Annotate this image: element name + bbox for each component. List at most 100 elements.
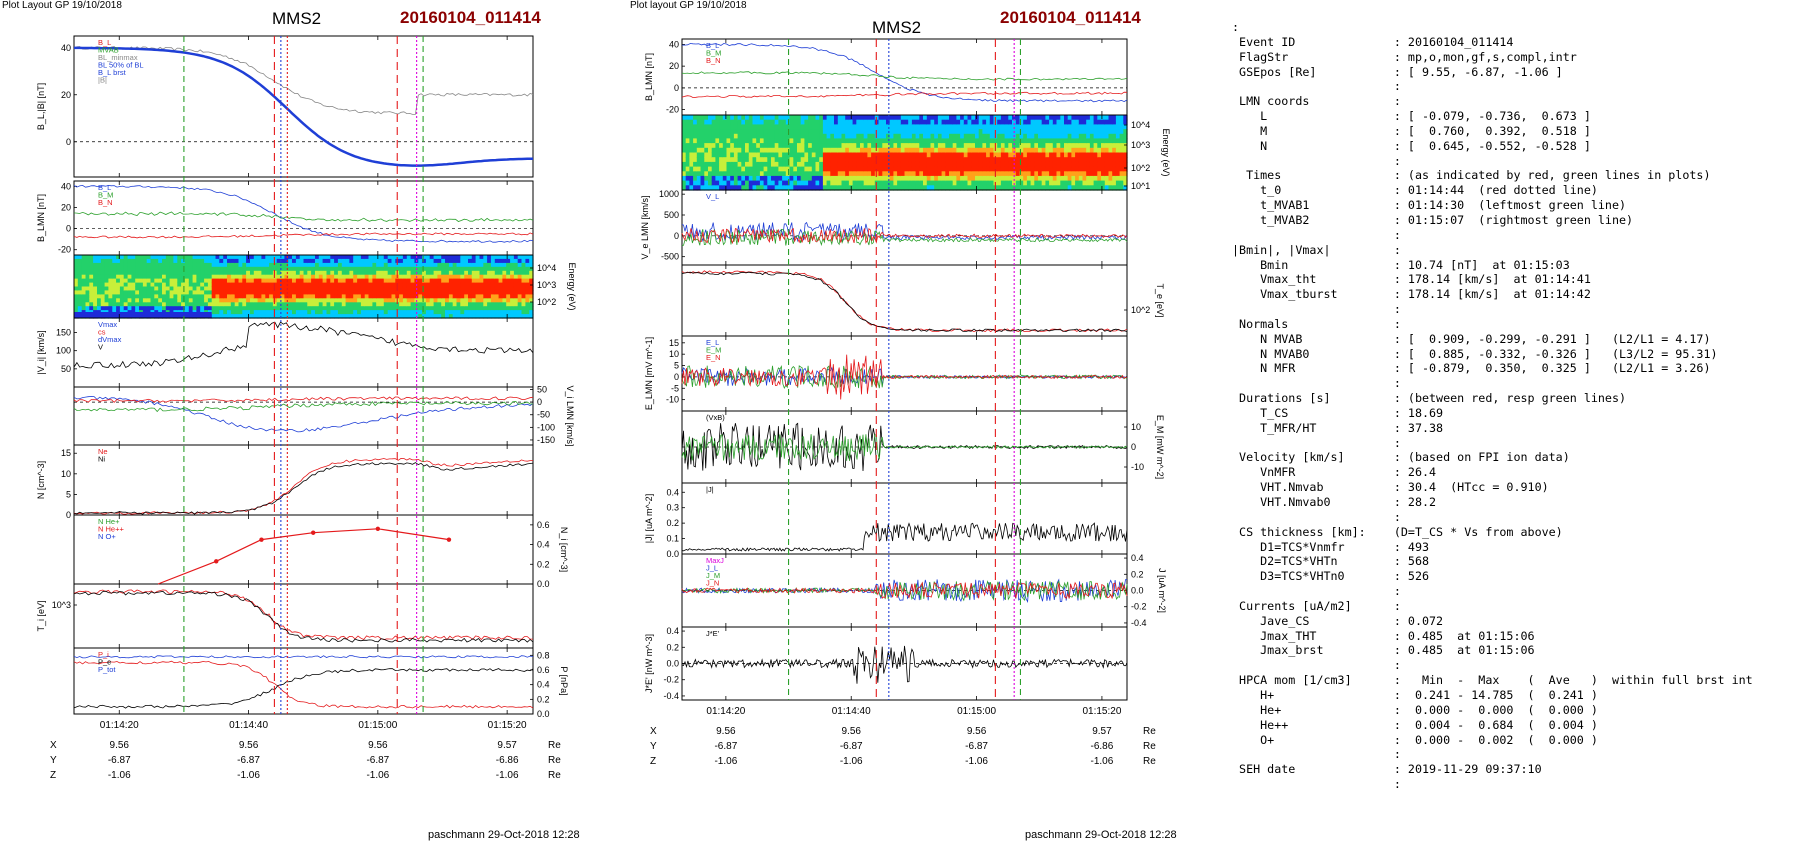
spectrogram-cell <box>978 180 983 186</box>
spectrogram-cell <box>708 157 713 163</box>
info-line: LMN coords : <box>1239 94 1401 109</box>
spectrogram-cell <box>230 294 236 299</box>
spectrogram-cell <box>1060 185 1065 191</box>
spectrogram-cell <box>682 129 687 135</box>
spectrogram-cell <box>926 119 932 125</box>
spectrogram-cell <box>1089 166 1095 172</box>
spectrogram-cell <box>230 262 236 268</box>
info-line: VnMFR : 26.4 <box>1260 465 1437 480</box>
spectrogram-cell <box>487 314 492 319</box>
spectrogram-cell <box>441 298 446 303</box>
spectrogram-cell <box>726 180 731 186</box>
spectrogram-cell <box>490 266 496 272</box>
spectrogram-cell <box>272 302 278 307</box>
spectrogram-cell <box>261 282 266 288</box>
spectrogram-cell <box>154 266 159 272</box>
spectrogram-cell <box>904 119 909 125</box>
spectrogram-cell <box>364 255 370 260</box>
spectrogram-cell <box>100 258 106 264</box>
spectrogram-cell <box>395 262 400 268</box>
y-tick-label: 10^3 <box>537 280 556 290</box>
spectrogram-cell <box>1030 133 1035 140</box>
spectrogram-cell <box>797 147 802 154</box>
spectrogram-cell <box>135 270 140 276</box>
spectrogram-cell <box>893 161 898 168</box>
spectrogram-cell <box>253 314 259 319</box>
spectrogram-cell <box>322 266 327 272</box>
spectrogram-cell <box>116 290 121 295</box>
spectrogram-cell <box>376 298 381 303</box>
spectrogram-cell <box>188 290 194 295</box>
spectrogram-cell <box>158 255 163 260</box>
spectrogram-cell <box>246 278 251 284</box>
spectrogram-cell <box>1026 171 1032 177</box>
spectrogram-cell <box>464 262 469 268</box>
spectrogram-cell <box>923 152 928 158</box>
he-plus-plus-point <box>446 537 452 542</box>
y-axis-label: P [nPa] <box>559 666 569 695</box>
spectrogram-cell <box>1093 161 1098 168</box>
spectrogram-cell <box>834 185 839 191</box>
spectrogram-cell <box>882 133 887 140</box>
spectrogram-cell <box>700 138 705 144</box>
spectrogram-cell <box>1023 115 1028 121</box>
spectrogram-cell <box>1101 166 1106 172</box>
spectrogram-cell <box>211 255 217 260</box>
spectrogram-cell <box>989 152 995 158</box>
spectrogram-cell <box>1108 115 1113 121</box>
spectrogram-cell <box>1052 175 1058 182</box>
spectrogram-cell <box>733 133 739 140</box>
legend-entry: Ni <box>98 455 105 464</box>
spectrogram-cell <box>131 266 136 272</box>
spectrogram-cell <box>733 124 739 130</box>
spectrogram-cell <box>756 138 761 144</box>
spectrogram-cell <box>937 185 943 191</box>
spectrogram-cell <box>989 129 995 135</box>
spectrogram-cell <box>1067 133 1072 140</box>
spectrogram-cell <box>517 274 523 280</box>
spectrogram-cell <box>945 133 950 140</box>
spectrogram-cell <box>360 294 366 299</box>
spectrogram-cell <box>882 124 887 130</box>
spectrogram-cell <box>715 147 720 154</box>
spectrogram-cell <box>123 298 129 303</box>
spectrogram-cell <box>867 147 872 154</box>
spectrogram-cell <box>334 255 339 260</box>
spectrogram-cell <box>529 278 534 284</box>
spectrogram-cell <box>797 133 802 140</box>
spectrogram-cell <box>889 133 894 140</box>
legend-entry: cs <box>98 328 106 337</box>
spectrogram-cell <box>131 255 136 260</box>
spectrogram-cell <box>215 314 220 319</box>
spectrogram-cell <box>280 302 285 307</box>
spectrogram-cell <box>1030 119 1035 125</box>
spectrogram-cell <box>1075 157 1080 163</box>
spectrogram-cell <box>745 171 750 177</box>
spectrogram-cell <box>845 115 850 121</box>
spectrogram-cell <box>808 185 813 191</box>
spectrogram-cell <box>926 175 932 182</box>
spectrogram-cell <box>475 270 480 276</box>
spectrogram-cell <box>513 286 519 291</box>
spectrogram-cell <box>930 115 935 121</box>
spectrogram-cell <box>1000 152 1006 158</box>
spectrogram-cell <box>502 282 507 288</box>
spectrogram-cell <box>967 147 972 154</box>
spectrogram-cell <box>303 270 308 276</box>
spectrogram-cell <box>311 294 316 299</box>
spectrogram-cell <box>406 278 412 284</box>
spectrogram-cell <box>399 266 404 272</box>
spectrogram-cell <box>456 278 461 284</box>
spectrogram-cell <box>1115 166 1121 172</box>
spectrogram-cell <box>997 119 1002 125</box>
spectrogram-cell <box>711 180 716 186</box>
spectrogram-cell <box>949 171 954 177</box>
y-tick-label: 0.0 <box>666 659 679 669</box>
spectrogram-cell <box>878 152 883 158</box>
spectrogram-cell <box>982 152 987 158</box>
spectrogram-cell <box>150 298 155 303</box>
spectrogram-cell <box>997 161 1002 168</box>
spectrogram-cell <box>364 266 370 272</box>
spectrogram-cell <box>1038 147 1043 154</box>
spectrogram-cell <box>479 282 484 288</box>
